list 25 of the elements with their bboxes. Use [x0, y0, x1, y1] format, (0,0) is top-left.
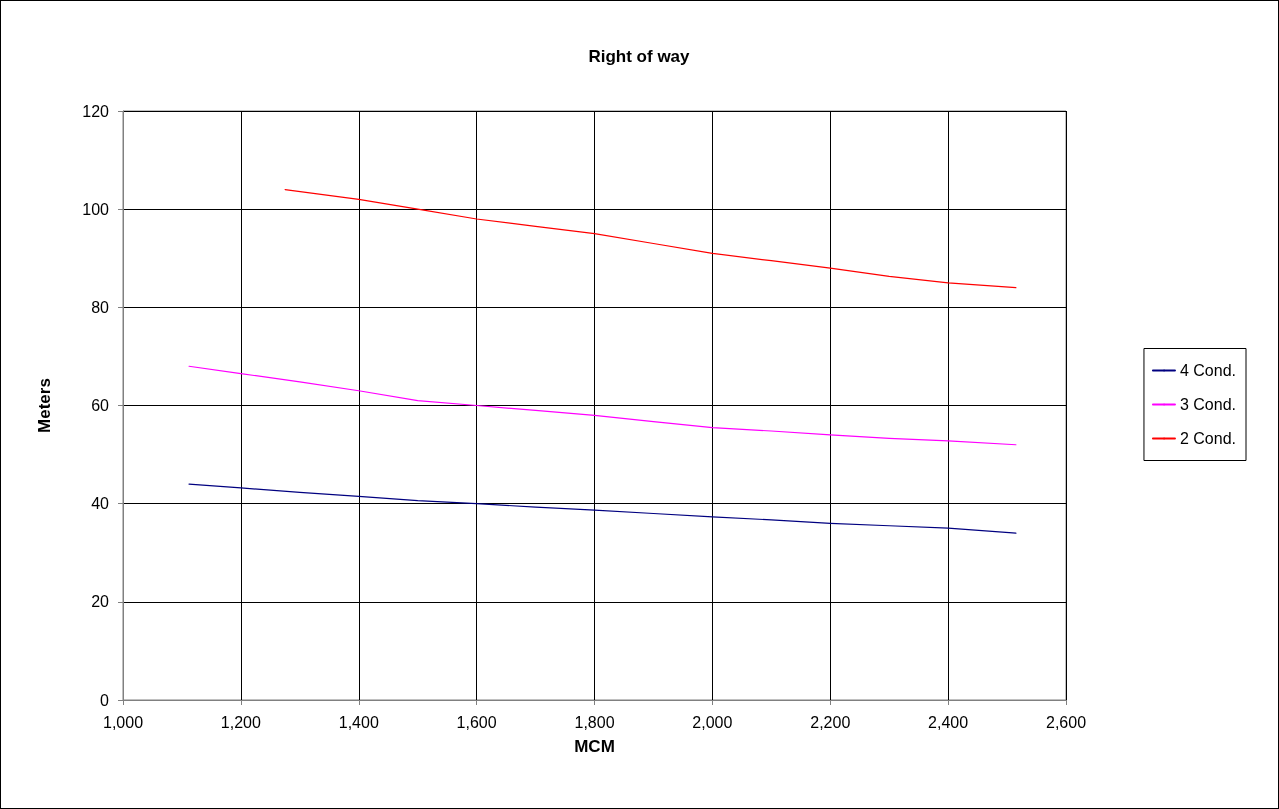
- x-axis-title: MCM: [574, 737, 615, 756]
- x-tick-label: 1,000: [102, 713, 144, 731]
- y-axis-title: Meters: [35, 378, 54, 433]
- y-tick-label: 40: [91, 495, 110, 513]
- x-tick-label: 2,000: [692, 713, 733, 731]
- line-series: [188, 365, 1017, 446]
- x-tick-label: 1,400: [338, 713, 379, 731]
- legend-label: 4 Cond.: [1179, 362, 1237, 379]
- y-tick-label: 120: [82, 102, 110, 120]
- y-tick-label: 20: [91, 593, 110, 611]
- x-tick-label: 2,200: [810, 713, 851, 731]
- line-series: [284, 188, 1017, 289]
- y-tick-label: 100: [82, 200, 110, 218]
- y-tick-label: 0: [100, 691, 110, 709]
- legend-label: 2 Cond.: [1179, 430, 1237, 447]
- x-tick-label: 2,400: [928, 713, 969, 731]
- y-tick-label: 60: [91, 397, 110, 414]
- x-tick-label: 1,200: [220, 713, 261, 731]
- x-tick-label: 2,600: [1045, 713, 1087, 731]
- y-tick-label: 80: [91, 298, 110, 316]
- x-tick-label: 1,800: [574, 713, 615, 731]
- legend-label: 3 Cond.: [1179, 396, 1237, 413]
- chart-title: Right of way: [588, 47, 691, 66]
- line-series: [188, 483, 1017, 534]
- x-tick-label: 1,600: [456, 713, 497, 731]
